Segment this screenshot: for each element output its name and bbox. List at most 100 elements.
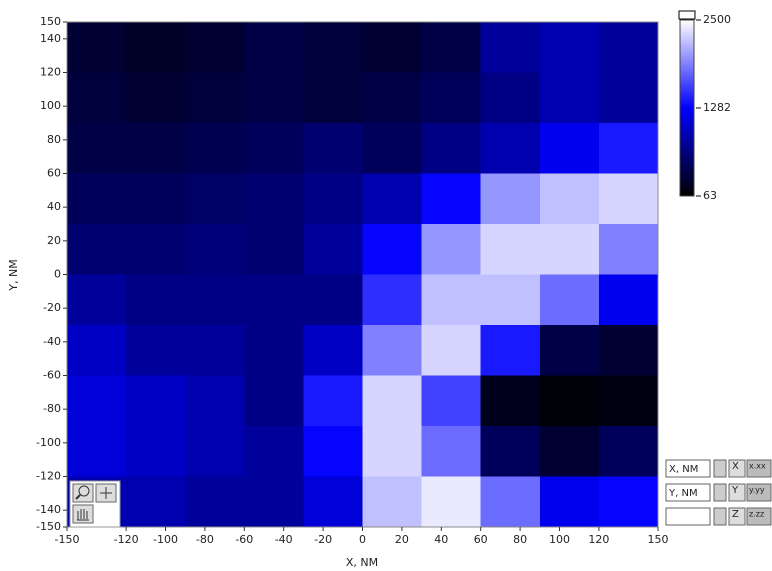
cell xyxy=(244,174,304,225)
palette xyxy=(70,481,120,527)
cell xyxy=(67,426,127,477)
cell xyxy=(303,426,363,477)
cell xyxy=(363,376,423,427)
x-tick-label: 100 xyxy=(549,533,570,546)
cell xyxy=(481,224,541,275)
cell xyxy=(363,426,423,477)
y-tick-label: 140 xyxy=(40,32,61,45)
cell xyxy=(540,224,600,275)
cell xyxy=(540,22,600,73)
cell xyxy=(67,325,127,376)
cell xyxy=(126,426,186,477)
x-lock[interactable] xyxy=(714,460,726,477)
cell xyxy=(481,22,541,73)
cell xyxy=(540,174,600,225)
y-format: y.yy xyxy=(749,486,765,495)
cell xyxy=(481,477,541,528)
y-tick-label: 40 xyxy=(47,200,61,213)
cell xyxy=(303,325,363,376)
cell xyxy=(363,325,423,376)
x-tick-label: -150 xyxy=(55,533,80,546)
y-tick-label: -60 xyxy=(43,369,61,382)
cell xyxy=(540,275,600,326)
y-lock[interactable] xyxy=(714,484,726,501)
x-tick-label: -100 xyxy=(153,533,178,546)
cell xyxy=(303,275,363,326)
cell xyxy=(363,174,423,225)
color-scale xyxy=(680,20,694,196)
cell xyxy=(422,325,482,376)
y-tick-label: 120 xyxy=(40,66,61,79)
cell xyxy=(185,224,245,275)
cell xyxy=(422,376,482,427)
cell xyxy=(540,325,600,376)
cell xyxy=(422,174,482,225)
chart: X, NM Y, NM X, NM Y, NM X Y Z x.xx y.yy … xyxy=(0,0,772,571)
x-axis-label: X, NM xyxy=(346,556,378,569)
x-tick-label: 60 xyxy=(474,533,488,546)
x-tick-label: -40 xyxy=(275,533,293,546)
cell xyxy=(599,73,659,124)
cell xyxy=(303,123,363,174)
cell xyxy=(185,174,245,225)
cell xyxy=(126,325,186,376)
x-tick-label: -60 xyxy=(235,533,253,546)
y-tick-label: 20 xyxy=(47,234,61,247)
y-tick-label: 60 xyxy=(47,167,61,180)
color-scale-slider[interactable] xyxy=(679,11,695,19)
y-tick-label: -120 xyxy=(36,470,61,483)
y-tick-label: 80 xyxy=(47,133,61,146)
cell xyxy=(126,376,186,427)
y-tick-label: 150 xyxy=(40,15,61,28)
cell xyxy=(363,224,423,275)
cell xyxy=(422,224,482,275)
cell xyxy=(599,123,659,174)
cell xyxy=(599,275,659,326)
z-name-box[interactable] xyxy=(666,508,710,525)
cell xyxy=(185,477,245,528)
cell xyxy=(67,123,127,174)
cell xyxy=(599,22,659,73)
scale-legend: X, NM Y, NM X Y Z x.xx y.yy z.zz xyxy=(666,460,771,525)
cell xyxy=(540,73,600,124)
cell xyxy=(303,73,363,124)
cell xyxy=(185,22,245,73)
y-tick-label: -140 xyxy=(36,503,61,516)
x-tick-label: 150 xyxy=(648,533,669,546)
x-tick-label: 0 xyxy=(359,533,366,546)
cell xyxy=(244,73,304,124)
cell xyxy=(481,73,541,124)
cell xyxy=(599,376,659,427)
cell xyxy=(599,224,659,275)
zoom-tool[interactable] xyxy=(73,484,93,502)
cell xyxy=(481,376,541,427)
y-tick-label: -20 xyxy=(43,301,61,314)
cell xyxy=(422,477,482,528)
cell xyxy=(422,426,482,477)
cell xyxy=(244,123,304,174)
cell xyxy=(363,275,423,326)
cell xyxy=(126,477,186,528)
cell xyxy=(481,275,541,326)
y-tick-label: -80 xyxy=(43,402,61,415)
cell xyxy=(126,224,186,275)
cell xyxy=(126,73,186,124)
y-axis-label: Y, NM xyxy=(7,259,20,291)
x-tick-label: 80 xyxy=(513,533,527,546)
cell xyxy=(303,376,363,427)
intensity-image xyxy=(67,22,659,528)
cell xyxy=(540,123,600,174)
cell xyxy=(481,174,541,225)
cell xyxy=(244,275,304,326)
y-icon: Y xyxy=(731,485,739,496)
cell xyxy=(185,73,245,124)
cell xyxy=(599,477,659,528)
y-tick-label: -100 xyxy=(36,436,61,449)
x-tick-label: 20 xyxy=(395,533,409,546)
cell xyxy=(67,275,127,326)
cell xyxy=(303,174,363,225)
x-tick-label: -120 xyxy=(114,533,139,546)
cell xyxy=(126,22,186,73)
z-lock[interactable] xyxy=(714,508,726,525)
cell xyxy=(126,275,186,326)
